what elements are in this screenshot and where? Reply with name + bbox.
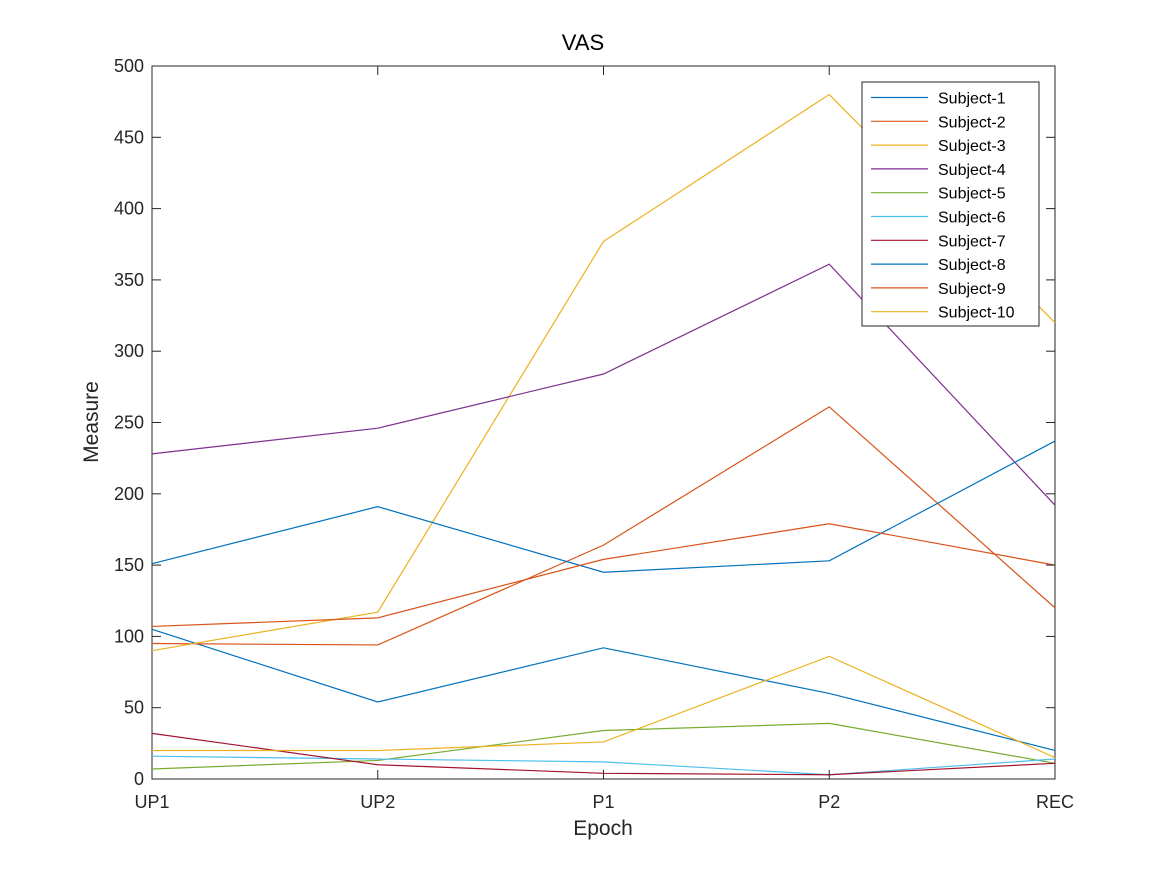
y-tick-label: 150 [114,555,144,575]
series-line-subject-1 [151,628,1056,752]
legend-label-subject-10: Subject-10 [938,305,1015,322]
legend-label-subject-3: Subject-3 [938,138,1006,155]
y-tick-label: 0 [134,769,144,789]
legend: Subject-1 Subject-2 Subject-3 Subject-4 Subj… [861,81,1040,327]
y-tick-label: 500 [114,56,144,76]
series-line-subject-6 [151,755,1056,776]
y-ticks: 0 50 100 150 200 250 300 350 400 450 500 [114,56,1055,789]
y-tick-label: 250 [114,413,144,433]
y-tick-label: 400 [114,199,144,219]
y-tick-label: 200 [114,484,144,504]
x-tick-label: UP2 [360,792,395,812]
y-tick-label: 50 [124,698,144,718]
series-line-subject-5 [151,722,1056,770]
series-line-subject-9 [151,523,1056,628]
y-tick-label: 100 [114,626,144,646]
series-line-subject-4 [151,263,1056,506]
legend-label-subject-5: Subject-5 [938,186,1006,203]
x-tick-label: P1 [592,792,614,812]
series-line-subject-8 [151,440,1056,573]
chart-title: VAS [562,30,604,55]
x-ticks: UP1 UP2 P1 P2 REC [134,66,1074,812]
legend-label-subject-4: Subject-4 [938,162,1006,179]
y-tick-label: 350 [114,270,144,290]
legend-box [861,81,1040,327]
series-line-subject-10 [152,655,1056,759]
x-tick-label: P2 [818,792,840,812]
y-axis-label: Measure [80,381,103,463]
y-tick-label: 300 [114,341,144,361]
legend-label-subject-1: Subject-1 [938,91,1006,108]
legend-label-subject-6: Subject-6 [938,210,1006,227]
legend-label-subject-8: Subject-8 [938,257,1006,274]
x-tick-label: REC [1036,792,1074,812]
legend-items: Subject-1 Subject-2 Subject-3 Subject-4 Subj… [871,91,1015,322]
series-line-subject-2 [151,406,1056,646]
legend-label-subject-9: Subject-9 [938,281,1006,298]
y-tick-label: 450 [114,127,144,147]
legend-label-subject-7: Subject-7 [938,233,1006,250]
x-axis-label: Epoch [573,817,633,840]
legend-label-subject-2: Subject-2 [938,114,1006,131]
x-tick-label: UP1 [134,792,169,812]
